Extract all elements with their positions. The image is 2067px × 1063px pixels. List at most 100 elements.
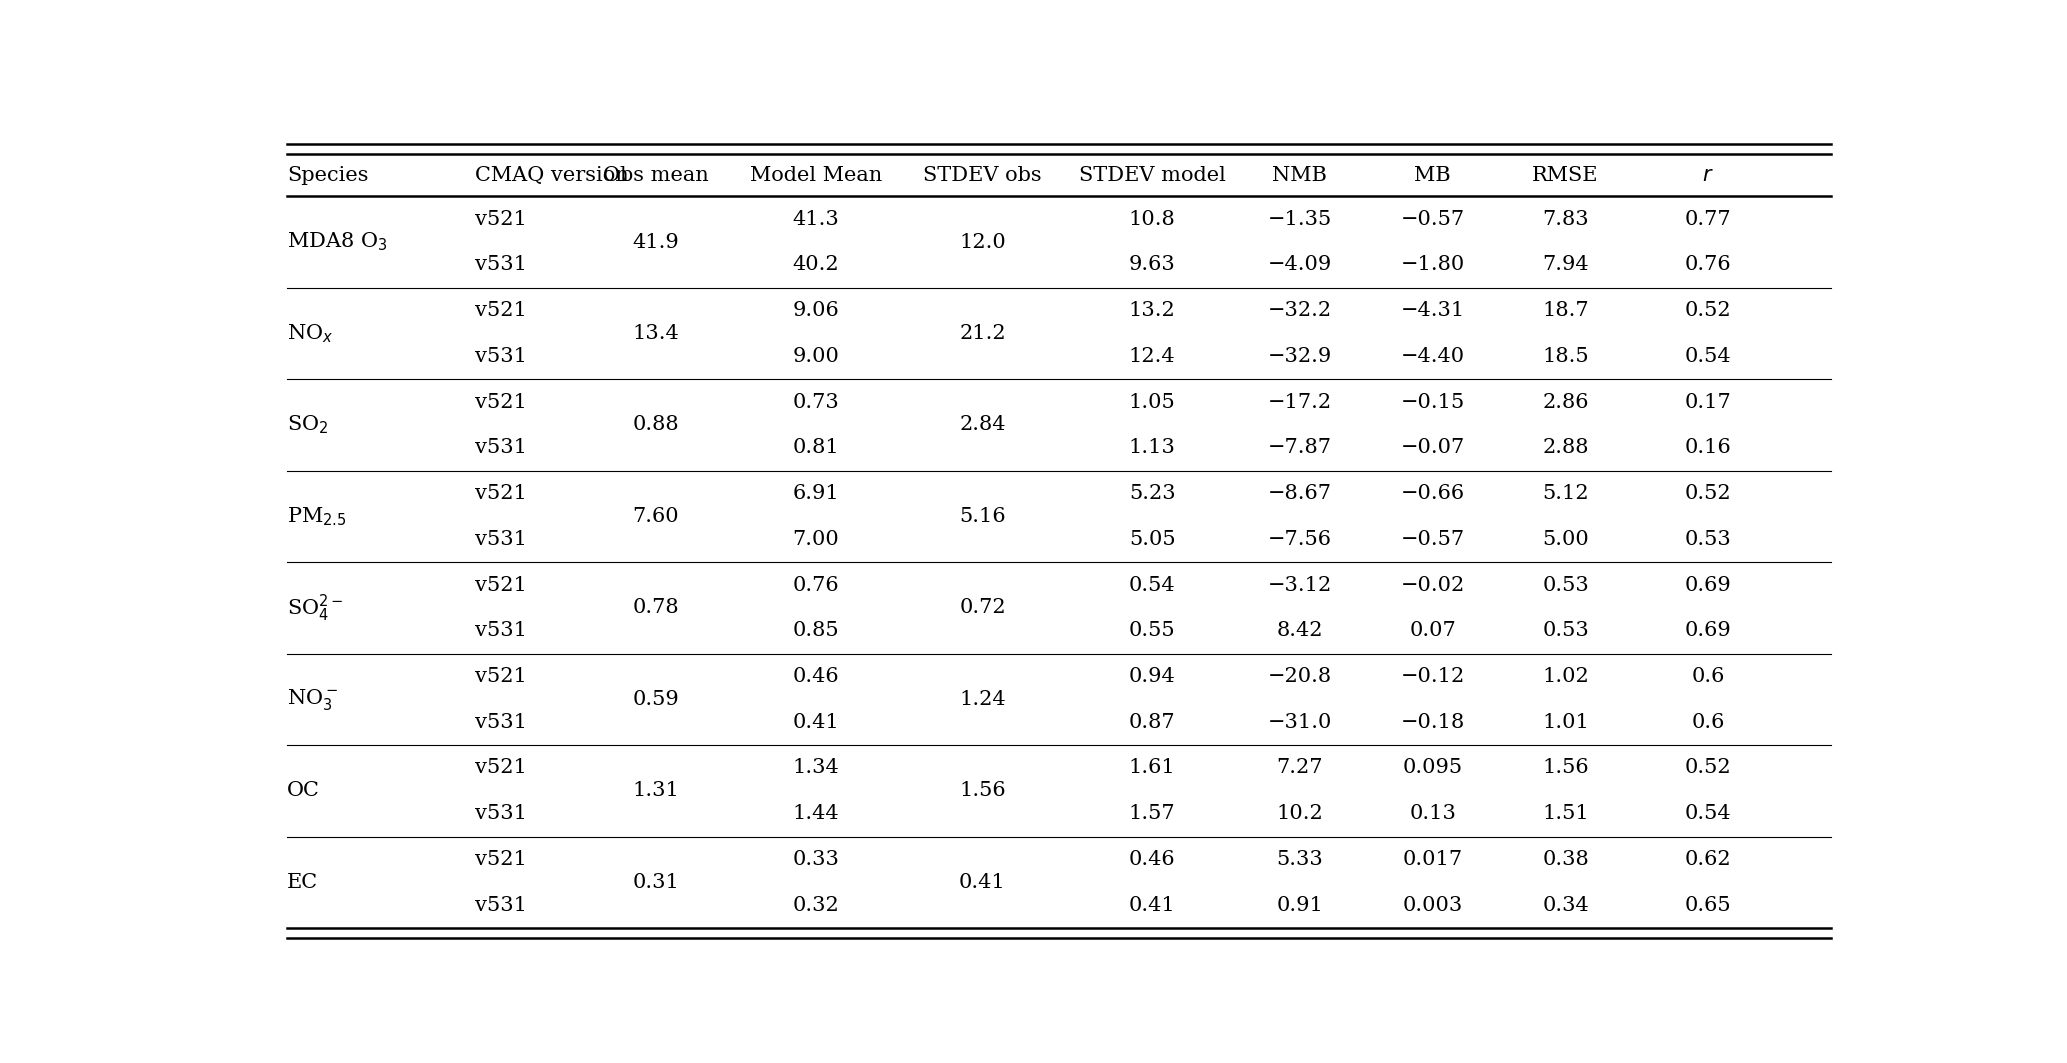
Text: 5.23: 5.23 (1129, 484, 1176, 503)
Text: STDEV obs: STDEV obs (924, 166, 1042, 185)
Text: 0.72: 0.72 (959, 598, 1007, 618)
Text: 0.17: 0.17 (1685, 392, 1732, 411)
Text: 1.61: 1.61 (1129, 759, 1176, 777)
Text: v521: v521 (475, 759, 527, 777)
Text: −4.31: −4.31 (1401, 301, 1466, 320)
Text: 0.33: 0.33 (792, 850, 839, 868)
Text: OC: OC (287, 781, 320, 800)
Text: v531: v531 (475, 713, 527, 731)
Text: −0.57: −0.57 (1401, 529, 1466, 549)
Text: 1.44: 1.44 (792, 805, 839, 823)
Text: 0.52: 0.52 (1685, 484, 1732, 503)
Text: v531: v531 (475, 347, 527, 366)
Text: NMB: NMB (1271, 166, 1327, 185)
Text: 13.2: 13.2 (1129, 301, 1176, 320)
Text: 0.38: 0.38 (1542, 850, 1590, 868)
Text: 13.4: 13.4 (633, 324, 680, 343)
Text: 0.52: 0.52 (1685, 759, 1732, 777)
Text: 0.55: 0.55 (1129, 621, 1176, 640)
Text: 0.59: 0.59 (633, 690, 680, 709)
Text: v531: v531 (475, 621, 527, 640)
Text: 0.76: 0.76 (1685, 255, 1732, 274)
Text: v521: v521 (475, 667, 527, 686)
Text: 7.83: 7.83 (1542, 209, 1590, 229)
Text: 0.91: 0.91 (1275, 896, 1323, 914)
Text: 1.01: 1.01 (1542, 713, 1590, 731)
Text: v521: v521 (475, 209, 527, 229)
Text: −0.07: −0.07 (1401, 438, 1466, 457)
Text: v521: v521 (475, 575, 527, 594)
Text: 12.4: 12.4 (1129, 347, 1176, 366)
Text: 5.33: 5.33 (1275, 850, 1323, 868)
Text: 0.73: 0.73 (792, 392, 839, 411)
Text: EC: EC (287, 873, 318, 892)
Text: −31.0: −31.0 (1267, 713, 1331, 731)
Text: −7.87: −7.87 (1267, 438, 1331, 457)
Text: 0.6: 0.6 (1691, 713, 1724, 731)
Text: 1.24: 1.24 (959, 690, 1007, 709)
Text: 1.31: 1.31 (633, 781, 680, 800)
Text: 0.34: 0.34 (1542, 896, 1590, 914)
Text: v521: v521 (475, 301, 527, 320)
Text: RMSE: RMSE (1532, 166, 1598, 185)
Text: −0.18: −0.18 (1401, 713, 1466, 731)
Text: 5.12: 5.12 (1542, 484, 1590, 503)
Text: −1.35: −1.35 (1267, 209, 1331, 229)
Text: −0.12: −0.12 (1401, 667, 1466, 686)
Text: 6.91: 6.91 (792, 484, 839, 503)
Text: MDA8 O$_3$: MDA8 O$_3$ (287, 231, 389, 253)
Text: 0.52: 0.52 (1685, 301, 1732, 320)
Text: 0.94: 0.94 (1129, 667, 1176, 686)
Text: 9.63: 9.63 (1129, 255, 1176, 274)
Text: 1.13: 1.13 (1129, 438, 1176, 457)
Text: 0.54: 0.54 (1685, 805, 1732, 823)
Text: 0.69: 0.69 (1685, 575, 1732, 594)
Text: SO$_4^{2-}$: SO$_4^{2-}$ (287, 592, 343, 624)
Text: Species: Species (287, 166, 368, 185)
Text: 2.86: 2.86 (1542, 392, 1590, 411)
Text: 0.65: 0.65 (1685, 896, 1732, 914)
Text: 0.88: 0.88 (633, 416, 678, 435)
Text: v531: v531 (475, 438, 527, 457)
Text: −1.80: −1.80 (1401, 255, 1466, 274)
Text: 5.00: 5.00 (1542, 529, 1590, 549)
Text: v531: v531 (475, 805, 527, 823)
Text: 0.32: 0.32 (792, 896, 839, 914)
Text: 10.8: 10.8 (1129, 209, 1176, 229)
Text: −3.12: −3.12 (1267, 575, 1331, 594)
Text: 10.2: 10.2 (1275, 805, 1323, 823)
Text: 0.76: 0.76 (792, 575, 839, 594)
Text: v521: v521 (475, 484, 527, 503)
Text: 7.00: 7.00 (792, 529, 839, 549)
Text: −0.57: −0.57 (1401, 209, 1466, 229)
Text: 9.00: 9.00 (792, 347, 839, 366)
Text: −0.15: −0.15 (1401, 392, 1466, 411)
Text: −7.56: −7.56 (1267, 529, 1331, 549)
Text: v521: v521 (475, 850, 527, 868)
Text: 21.2: 21.2 (959, 324, 1007, 343)
Text: NO$_x$: NO$_x$ (287, 322, 333, 344)
Text: 0.31: 0.31 (633, 873, 680, 892)
Text: 0.095: 0.095 (1403, 759, 1463, 777)
Text: 0.003: 0.003 (1403, 896, 1463, 914)
Text: v521: v521 (475, 392, 527, 411)
Text: 0.54: 0.54 (1129, 575, 1176, 594)
Text: 0.16: 0.16 (1685, 438, 1732, 457)
Text: −32.2: −32.2 (1267, 301, 1331, 320)
Text: 41.3: 41.3 (792, 209, 839, 229)
Text: 7.27: 7.27 (1277, 759, 1323, 777)
Text: 0.77: 0.77 (1685, 209, 1732, 229)
Text: 5.16: 5.16 (959, 507, 1007, 526)
Text: 12.0: 12.0 (959, 233, 1007, 252)
Text: STDEV model: STDEV model (1079, 166, 1226, 185)
Text: 0.85: 0.85 (792, 621, 839, 640)
Text: MB: MB (1414, 166, 1451, 185)
Text: −8.67: −8.67 (1267, 484, 1331, 503)
Text: SO$_2$: SO$_2$ (287, 414, 329, 436)
Text: 1.57: 1.57 (1129, 805, 1176, 823)
Text: 1.56: 1.56 (959, 781, 1007, 800)
Text: 2.84: 2.84 (959, 416, 1007, 435)
Text: 18.7: 18.7 (1542, 301, 1590, 320)
Text: 2.88: 2.88 (1542, 438, 1590, 457)
Text: $r$: $r$ (1703, 166, 1714, 185)
